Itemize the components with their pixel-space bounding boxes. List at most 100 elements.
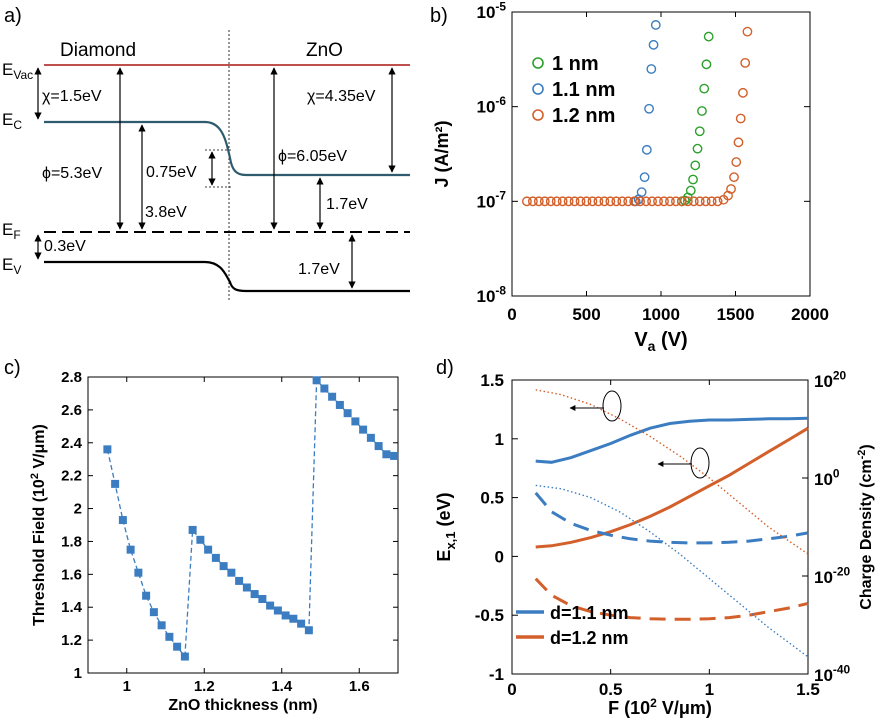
panel-d-legend-label: d=1.2 nm: [550, 628, 629, 648]
panel-b-point: [551, 196, 562, 207]
panel-b-legend-marker: [532, 109, 544, 121]
panel-c-point: [219, 562, 228, 571]
panel-c-ytick-label: 2.6: [61, 402, 82, 419]
panel-c-ytick-label: 1.6: [61, 566, 82, 583]
panel-b-point: [731, 157, 742, 167]
panel-c-point: [165, 632, 174, 641]
panel-b-point: [694, 196, 705, 207]
panel-b-point: [735, 113, 746, 124]
panel-d-series-dotted-right: [535, 484, 809, 658]
panel-b-legend-marker: [532, 83, 544, 95]
panel-b-xtick-label: 2000: [791, 305, 829, 324]
panel-b-point: [605, 196, 616, 207]
panel-b-point: [569, 196, 580, 207]
panel-b-point: [712, 196, 723, 207]
panel-c-point: [297, 619, 306, 628]
panel-b-point: [659, 196, 669, 207]
panel-b-point: [671, 196, 681, 207]
panel-b-point: [545, 196, 556, 207]
panel-b-point: [692, 143, 703, 154]
ef-ev-zno-text: 1.7eV: [298, 261, 340, 278]
panel-c-point: [374, 442, 383, 451]
panel-c-point: [328, 392, 337, 401]
diamond-label: Diamond: [60, 40, 136, 61]
annotation-ellipse-lower: [657, 447, 710, 479]
panel-b-point: [700, 196, 711, 207]
panel-b-point: [641, 144, 652, 155]
panel-d-frame: [511, 379, 809, 675]
panel-c-xtick-label: 1.6: [349, 678, 370, 695]
panel-b-point: [629, 196, 640, 207]
panel-c-ytick-label: 2.2: [61, 468, 82, 485]
panel-b-point: [557, 196, 568, 207]
panel-b-point: [694, 126, 705, 137]
panel-c-point: [118, 516, 127, 525]
panel-b-ytick-label: 10-7: [477, 189, 507, 212]
band-bending-text: 0.75eV: [146, 164, 197, 181]
panel-d-ytick-label-left: 0.5: [480, 489, 504, 508]
panel-b-point: [688, 196, 699, 207]
panel-d-xtick-label: 0: [507, 680, 516, 699]
panel-c-point: [320, 384, 329, 393]
panel-c-xtick-label: 1.2: [194, 678, 215, 695]
panel-b-legend: 1 nm 1.1 nm 1.2 nm: [532, 53, 615, 127]
panel-c-ytick-label: 2.8: [61, 369, 82, 386]
panel-c-ytick-label: 1.8: [61, 533, 82, 550]
panel-b-point: [685, 185, 696, 196]
panel-b-point: [690, 160, 701, 171]
panel-d: d) 0 0.5 1 1.5 -1 -0.5 0 0.5 1 1.5 1020 100 10-20 10-…: [434, 357, 875, 718]
panel-c-xtick-label: 1: [123, 678, 131, 695]
panel-b-point: [701, 59, 712, 70]
ev-label: EV: [2, 255, 21, 277]
panel-c: c) 1 1.2 1.4 1.611.21.41.61.822.22.42.62.8 …: [4, 357, 399, 714]
panel-c-point: [289, 614, 298, 623]
panel-b-point: [697, 106, 707, 116]
panel-c-xtick-label: 1.4: [271, 678, 293, 695]
phi-diamond-text: ϕ=5.3eV: [42, 165, 102, 182]
panel-c-point: [382, 450, 391, 459]
panel-d-ytick-label-left: -0.5: [475, 606, 504, 625]
panel-c-point: [173, 642, 182, 651]
panel-c-point: [359, 425, 368, 434]
panel-d-ytick-label-right: 100: [814, 466, 840, 489]
panel-c-point: [366, 433, 375, 442]
panel-b-xtick-label: 1500: [717, 305, 755, 324]
panel-c-point: [258, 595, 267, 603]
panel-b-label: b): [430, 5, 448, 27]
ec-ef-diamond-text: 3.8eV: [145, 204, 187, 221]
panel-c-point: [266, 601, 275, 610]
panel-c-point: [273, 606, 282, 615]
panel-a-label: a): [4, 5, 22, 27]
panel-c-point: [111, 479, 120, 488]
panel-d-ytick-label-left: 1: [495, 430, 504, 449]
panel-d-legend: d=1.1 nm d=1.2 nm: [516, 603, 629, 648]
panel-b-point: [665, 196, 675, 207]
panel-c-ytick-label: 1.2: [61, 632, 82, 649]
panel-b-ytick-label: 10-6: [477, 94, 507, 117]
panel-c-point: [126, 545, 135, 554]
panel-c-frame: [87, 376, 399, 674]
chi-diamond-text: χ=1.5eV: [42, 88, 102, 105]
panel-b-point: [635, 196, 646, 207]
panel-b-point: [676, 196, 687, 207]
annotation-ellipse-upper: [569, 390, 622, 422]
panel-d-series-solid-left: [535, 416, 809, 464]
panel-b-point: [639, 172, 650, 183]
panel-d-series-dashed-left: [534, 491, 809, 545]
panel-d-ytick-label-right: 10-20: [814, 564, 850, 587]
panel-c-point: [180, 652, 189, 661]
panel-c-point: [312, 376, 321, 385]
panel-d-series-solid-left: [535, 426, 809, 549]
panel-b-point: [617, 196, 628, 207]
panel-c-point: [235, 576, 244, 585]
panel-d-xtick-label: 1: [705, 680, 714, 699]
panel-b-point: [729, 172, 739, 183]
ef-label: EF: [2, 220, 21, 242]
panel-b-point: [563, 196, 574, 207]
panel-c-point: [227, 568, 236, 577]
panel-b-point: [581, 196, 592, 207]
panel-a: a) Diamond ZnO EVac EC EF EV χ=1.5eV ϕ=5…: [2, 5, 410, 300]
panel-c-point: [242, 583, 251, 592]
panel-d-ylabel-right: Charge Density (cm-2): [856, 444, 875, 609]
zno-label: ZnO: [306, 40, 343, 61]
